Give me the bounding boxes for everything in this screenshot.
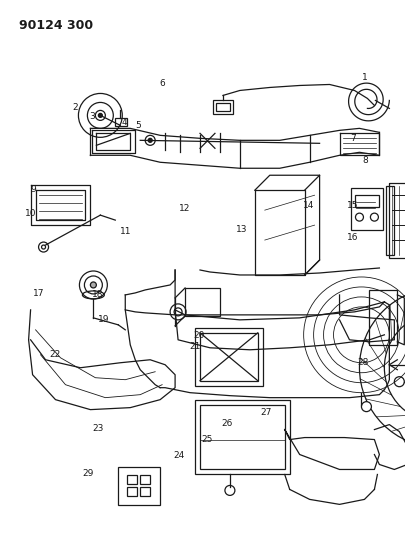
Bar	[215, 103, 229, 111]
Bar	[200, 405, 284, 470]
Circle shape	[393, 377, 403, 386]
Text: 18: 18	[92, 289, 103, 298]
Text: 25: 25	[201, 435, 212, 444]
Text: 21: 21	[189, 342, 200, 351]
Text: 1: 1	[361, 73, 367, 82]
Circle shape	[98, 114, 102, 117]
Text: 26: 26	[221, 419, 232, 428]
Bar	[140, 475, 150, 484]
Bar	[127, 475, 137, 484]
Text: 15: 15	[346, 201, 358, 210]
Text: 7: 7	[349, 134, 355, 143]
Text: 9: 9	[30, 185, 36, 194]
Text: 2: 2	[72, 102, 78, 111]
Text: 14: 14	[302, 201, 313, 210]
Text: 3: 3	[89, 112, 94, 121]
Text: 90124 300: 90124 300	[19, 19, 92, 31]
Text: 8: 8	[361, 156, 367, 165]
Text: 4: 4	[121, 118, 127, 127]
Text: 20: 20	[193, 331, 204, 340]
Text: 16: 16	[346, 233, 358, 242]
Bar	[200, 333, 257, 381]
Bar	[127, 487, 137, 496]
Bar	[194, 400, 289, 474]
Bar	[369, 290, 396, 345]
Text: 27: 27	[259, 408, 271, 417]
Text: 5: 5	[135, 121, 141, 130]
Circle shape	[41, 245, 45, 249]
Bar	[185, 288, 220, 316]
Text: 6: 6	[159, 78, 165, 87]
Text: 10: 10	[25, 209, 37, 218]
Bar	[213, 100, 232, 115]
Text: 24: 24	[173, 451, 184, 460]
Circle shape	[174, 308, 181, 316]
Text: 11: 11	[120, 228, 132, 237]
Bar	[351, 188, 382, 230]
Text: 28: 28	[356, 358, 368, 367]
Text: 13: 13	[235, 225, 247, 234]
Text: 29: 29	[82, 470, 93, 478]
Bar	[118, 467, 160, 505]
Text: 23: 23	[92, 424, 103, 433]
Bar	[355, 195, 378, 207]
Text: 12: 12	[179, 204, 190, 213]
Bar	[115, 118, 127, 126]
Bar	[386, 186, 393, 255]
Circle shape	[360, 402, 371, 411]
Bar	[140, 487, 150, 496]
Text: 19: 19	[98, 315, 109, 324]
Text: 22: 22	[49, 350, 61, 359]
Bar	[194, 328, 262, 386]
Circle shape	[224, 486, 234, 495]
Text: 17: 17	[33, 288, 45, 297]
Bar	[388, 183, 405, 258]
Circle shape	[90, 282, 96, 288]
Circle shape	[148, 139, 152, 142]
